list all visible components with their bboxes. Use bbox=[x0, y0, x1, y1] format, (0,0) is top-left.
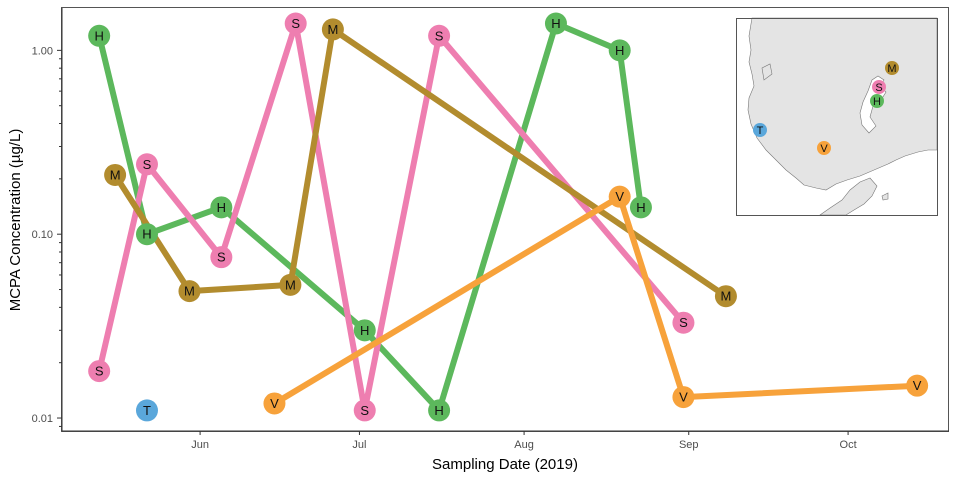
inset-station-M bbox=[885, 61, 899, 75]
data-point-label: M bbox=[327, 22, 338, 37]
data-point-H bbox=[210, 196, 233, 219]
inset-station-H bbox=[870, 94, 884, 108]
data-point-label: H bbox=[615, 43, 624, 58]
data-point-label: V bbox=[913, 378, 922, 393]
data-point-H bbox=[135, 223, 158, 246]
inset-map-south-land bbox=[819, 177, 878, 216]
data-point-label: H bbox=[142, 227, 151, 242]
data-point-label: S bbox=[360, 403, 369, 418]
data-point-H bbox=[88, 24, 111, 47]
inset-station-T bbox=[753, 123, 767, 137]
y-tick-label: 1.00 bbox=[32, 45, 53, 57]
y-axis-title: MCPA Concentration (µg/L) bbox=[7, 129, 24, 312]
data-point-label: S bbox=[291, 16, 300, 31]
data-point-S bbox=[284, 12, 307, 35]
inset-markers: MSH T V bbox=[753, 61, 899, 155]
data-point-label: M bbox=[285, 277, 296, 292]
data-point-S bbox=[88, 360, 111, 383]
data-point-H bbox=[544, 12, 567, 35]
data-point-label: M bbox=[721, 289, 732, 304]
data-point-label: H bbox=[94, 28, 103, 43]
data-point-S bbox=[135, 153, 158, 176]
data-point-label: H bbox=[551, 16, 560, 31]
data-point-V bbox=[906, 374, 929, 397]
data-point-label: S bbox=[143, 157, 152, 172]
data-point-H bbox=[608, 39, 631, 62]
y-tick-label: 0.01 bbox=[32, 413, 53, 425]
data-point-T bbox=[135, 399, 158, 422]
x-tick-label: Oct bbox=[840, 439, 857, 451]
x-tick-label: Sep bbox=[679, 439, 699, 451]
data-point-S bbox=[353, 399, 376, 422]
data-point-label: H bbox=[636, 200, 645, 215]
data-point-S bbox=[210, 246, 233, 269]
data-point-V bbox=[672, 386, 695, 409]
data-point-label: T bbox=[143, 403, 151, 418]
x-tick-label: Aug bbox=[514, 439, 534, 451]
data-point-M bbox=[279, 273, 302, 296]
x-axis-title: Sampling Date (2019) bbox=[432, 456, 578, 473]
data-point-label: H bbox=[217, 200, 226, 215]
data-point-H bbox=[428, 399, 451, 422]
x-tick-label: Jul bbox=[352, 439, 366, 451]
data-point-M bbox=[104, 163, 127, 186]
series-line-S bbox=[96, 20, 687, 414]
data-point-label: V bbox=[270, 396, 279, 411]
data-point-S bbox=[428, 24, 451, 47]
y-axis: 0.01 0.10 1.00 bbox=[32, 8, 63, 431]
data-point-label: H bbox=[434, 403, 443, 418]
data-point-label: M bbox=[110, 167, 121, 182]
inset-map-border bbox=[736, 18, 938, 216]
data-point-H bbox=[629, 196, 652, 219]
inset-map-island bbox=[881, 192, 889, 201]
series-line-H bbox=[96, 20, 644, 414]
data-point-label: S bbox=[95, 364, 104, 379]
data-point-V bbox=[263, 392, 286, 415]
inset-map-island bbox=[761, 63, 773, 81]
inset-station-S bbox=[872, 80, 886, 94]
inset-map: MSH T V bbox=[736, 17, 938, 216]
inset-station-label: S bbox=[875, 82, 882, 94]
data-point-label: V bbox=[679, 390, 688, 405]
x-tick-label: Jun bbox=[191, 439, 209, 451]
data-point-S bbox=[672, 311, 695, 334]
data-point-label: M bbox=[184, 284, 195, 299]
inset-station-V bbox=[817, 141, 831, 155]
data-point-M bbox=[321, 18, 344, 41]
data-point-label: S bbox=[217, 250, 226, 265]
inset-station-label: V bbox=[820, 143, 828, 155]
data-point-label: V bbox=[615, 189, 624, 204]
data-point-H bbox=[353, 319, 376, 342]
y-tick-label: 0.10 bbox=[32, 229, 53, 241]
data-point-M bbox=[178, 280, 201, 303]
data-point-label: H bbox=[360, 323, 369, 338]
x-axis: Jun Jul Aug Sep Oct bbox=[62, 430, 949, 451]
inset-station-label: H bbox=[873, 96, 881, 108]
data-point-M bbox=[714, 285, 737, 308]
data-point-label: S bbox=[435, 28, 444, 43]
data-point-V bbox=[608, 185, 631, 208]
inset-station-label: M bbox=[887, 63, 896, 75]
data-point-label: S bbox=[679, 315, 688, 330]
inset-station-label: T bbox=[757, 125, 764, 137]
series-line-V bbox=[271, 193, 921, 407]
inset-map-land bbox=[747, 17, 938, 191]
